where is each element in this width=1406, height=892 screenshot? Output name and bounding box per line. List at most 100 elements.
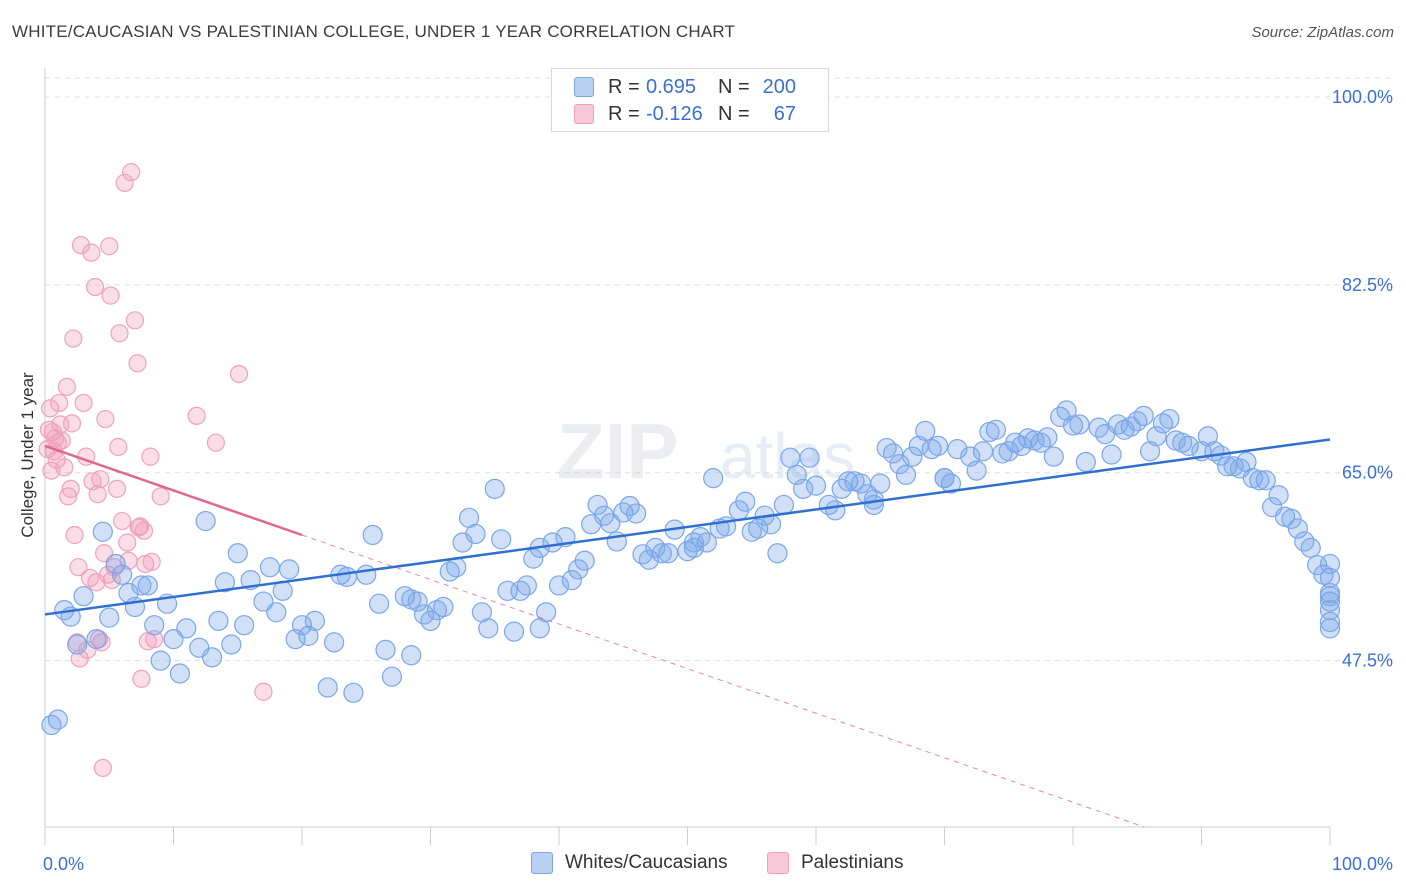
y-tick-label: 100.0% [1332, 87, 1393, 107]
data-point-whites [1319, 567, 1341, 589]
data-point-whites [221, 634, 242, 655]
data-point-palestinians [88, 485, 107, 504]
data-point-whites [1133, 405, 1154, 426]
y-axis-label: College, Under 1 year [18, 372, 37, 538]
data-point-whites [1255, 470, 1276, 491]
n-value: 200 [762, 75, 796, 98]
data-point-whites [1037, 427, 1058, 448]
data-point-whites [92, 521, 113, 542]
data-point-palestinians [206, 433, 226, 452]
data-point-whites [111, 564, 133, 585]
legend-label-palestinians: Palestinians [801, 852, 904, 873]
data-point-whites [304, 610, 325, 631]
data-point-whites [169, 663, 191, 684]
data-point-whites [1319, 586, 1341, 607]
data-point-palestinians [134, 521, 154, 540]
data-point-whites [420, 610, 441, 631]
data-point-whites [895, 464, 917, 485]
legend-row-palestinians: R = -0.126 N = 67 [574, 102, 796, 126]
data-point-palestinians [82, 243, 101, 262]
chart-source: Source: ZipAtlas.com [1251, 24, 1394, 41]
data-point-whites [266, 602, 287, 623]
trend-line-palestinians-extension [301, 534, 1145, 828]
data-point-whites [889, 454, 910, 475]
data-point-whites [291, 615, 313, 636]
y-tick-label: 82.5% [1342, 275, 1393, 295]
legend-row-whites: R = 0.695 N = 200 [574, 75, 796, 99]
data-point-whites [1249, 470, 1270, 491]
data-point-whites [799, 447, 820, 468]
data-point-whites [735, 491, 756, 512]
data-point-whites [137, 575, 158, 596]
data-point-whites [1217, 456, 1238, 477]
data-point-whites [1178, 435, 1199, 456]
data-point-whites [343, 682, 364, 703]
data-point-whites [773, 494, 794, 516]
correlation-legend: R = 0.695 N = 200 R = -0.126 N = 67 [551, 68, 829, 132]
data-point-palestinians [118, 533, 137, 552]
data-point-whites [825, 500, 846, 521]
data-point-palestinians [141, 447, 160, 466]
blue-swatch [574, 77, 594, 97]
data-point-whites [542, 532, 563, 553]
data-point-palestinians [86, 277, 105, 297]
data-point-whites [1146, 426, 1167, 447]
data-point-whites [298, 625, 319, 647]
data-point-whites [548, 575, 570, 596]
data-point-whites [208, 610, 229, 631]
data-point-whites [491, 529, 512, 550]
data-point-whites [259, 557, 280, 578]
data-point-palestinians [121, 163, 141, 182]
data-point-whites [818, 494, 839, 516]
data-point-whites [484, 478, 505, 499]
data-point-whites [99, 607, 120, 628]
n-label: N = [718, 75, 750, 98]
data-point-whites [1107, 414, 1129, 435]
data-point-whites [703, 468, 724, 489]
data-point-palestinians [100, 237, 119, 256]
trend-line-whites [44, 438, 1331, 616]
data-point-whites [1069, 414, 1090, 435]
data-point-whites [317, 677, 338, 698]
pink-swatch [767, 852, 789, 874]
legend-item-whites: Whites/Caucasians [531, 852, 728, 874]
data-point-whites [683, 537, 705, 558]
data-point-whites [780, 447, 801, 468]
data-point-whites [362, 524, 383, 546]
data-point-whites [587, 494, 608, 516]
data-point-palestinians [50, 393, 69, 413]
data-point-whites [882, 443, 904, 464]
data-point-whites [381, 666, 403, 687]
data-point-palestinians [61, 479, 80, 498]
data-point-whites [375, 639, 396, 660]
chart-title: WHITE/CAUCASIAN VS PALESTINIAN COLLEGE, … [12, 22, 736, 41]
data-point-palestinians [62, 414, 82, 433]
data-point-palestinians [69, 558, 88, 577]
y-tick-label: 47.5% [1342, 651, 1393, 671]
data-point-palestinians [64, 329, 83, 348]
data-point-whites [625, 503, 647, 524]
data-point-whites [561, 569, 582, 591]
r-label: R = [608, 102, 640, 125]
n-label: N = [718, 102, 750, 125]
data-point-palestinians [101, 286, 120, 305]
data-point-whites [144, 615, 165, 636]
data-point-whites [356, 564, 377, 585]
data-point-palestinians [74, 393, 93, 413]
data-point-palestinians [41, 399, 60, 418]
data-point-whites [805, 475, 827, 496]
data-point-palestinians [109, 437, 128, 457]
r-value: 0.695 [646, 75, 697, 98]
trend-line-palestinians [44, 444, 303, 537]
data-point-palestinians [96, 409, 115, 429]
data-point-palestinians [145, 630, 164, 649]
n-value: 67 [773, 102, 796, 125]
blue-swatch [531, 852, 553, 874]
data-point-whites [1056, 400, 1077, 421]
data-point-whites [1319, 591, 1341, 612]
data-point-whites [1075, 451, 1096, 473]
data-point-whites [1300, 537, 1321, 558]
data-point-whites [176, 618, 197, 639]
series-palestinians [38, 163, 273, 778]
